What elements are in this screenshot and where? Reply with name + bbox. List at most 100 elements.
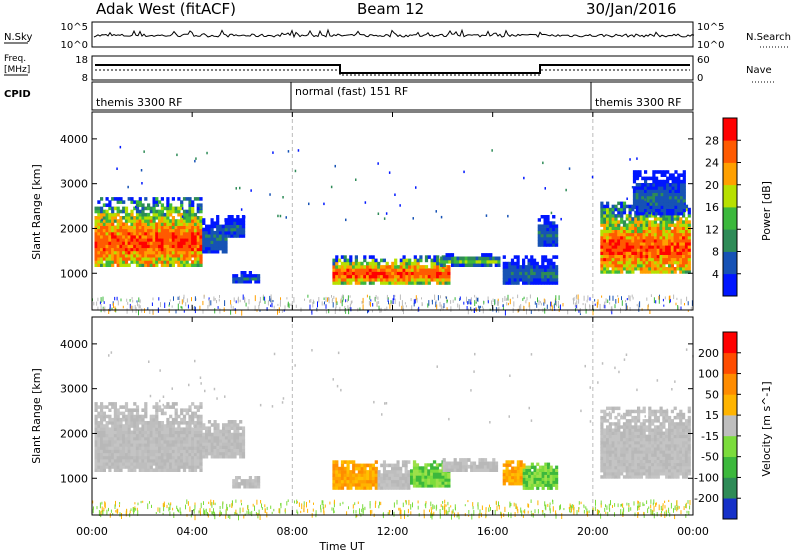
echo-cell [155,200,159,204]
echo-cell [122,235,126,239]
echo-cell [207,432,212,437]
echo-cell [158,468,162,472]
scatter-speckle [322,503,324,509]
scatter-speckle [230,309,232,315]
echo-cell [676,214,680,218]
echo-cell [676,226,680,230]
echo-cell [174,436,178,441]
echo-cell [138,430,142,435]
echo-cell [366,463,370,468]
echo-cell [665,248,669,252]
echo-cell [180,458,184,463]
scatter-speckle [652,502,654,506]
echo-cell [141,216,145,220]
echo-cell [102,458,106,463]
echo-cell [611,214,615,218]
echo-cell [191,402,195,406]
echo-cell [155,440,159,444]
scatter-speckle [429,509,430,513]
scatter-speckle [470,299,472,303]
echo-cell [349,281,353,285]
echo-cell [470,256,474,261]
echo-cell [100,433,104,438]
scatter-speckle [203,501,204,505]
scatter-speckle [98,510,100,516]
echo-cell [185,219,189,223]
echo-cell [668,217,672,221]
echo-cell [188,241,192,245]
echo-cell [522,480,526,484]
echo-cell [152,238,156,242]
echo-cell [682,251,686,255]
echo-cell [684,207,689,212]
echo-cell [600,220,604,224]
noise-left-label: N.Sky [4,32,32,43]
scatter-speckle [390,300,392,304]
echo-cell [676,267,680,271]
echo-cell [171,228,175,233]
echo-cell [637,229,641,234]
scatter-speckle [173,296,174,301]
echo-cell [94,468,98,472]
echo-cell [508,271,512,276]
scatter-speckle [362,304,364,311]
echo-cell [467,259,471,264]
echo-cell [537,240,541,244]
echo-cell [519,265,523,269]
echo-cell [456,464,460,469]
echo-cell [642,217,646,221]
echo-cell [108,402,112,406]
echo-cell [191,225,195,230]
echo-cell [169,231,173,236]
echo-cell [646,176,650,181]
echo-cell [617,251,621,255]
echo-cell [502,261,506,266]
echo-cell [102,430,106,435]
echo-cell [160,209,164,214]
echo-cell [122,200,126,204]
echo-cell [668,202,673,206]
echo-cell [340,470,345,474]
echo-cell [185,443,189,447]
echo-cell [631,220,635,224]
echo-cell [149,433,153,438]
echo-cell [676,263,680,268]
echo-cell [163,405,167,409]
echo-cell [349,486,353,490]
scatter-speckle [626,298,628,301]
scatter-speckle [496,300,498,306]
scatter-dot [308,202,310,206]
echo-cell [338,268,342,272]
echo-cell [251,277,255,281]
echo-cell [216,432,220,437]
scatter-speckle [538,299,540,306]
scatter-speckle [603,304,605,309]
scatter-speckle [428,300,430,306]
echo-cell [533,261,537,266]
echo-cell [100,458,104,463]
scatter-speckle [504,309,506,316]
echo-cell [111,452,115,457]
echo-cell [166,449,170,454]
echo-cell [505,278,509,282]
echo-cell [527,268,531,272]
echo-cell [169,449,173,454]
echo-cell [677,179,681,184]
echo-cell [116,238,120,242]
echo-cell [401,463,405,468]
scatter-speckle [457,512,459,517]
echo-cell [677,183,681,187]
echo-cell [396,268,401,272]
echo-cell [663,192,667,197]
echo-cell [138,222,142,226]
echo-cell [408,265,412,269]
echo-cell [637,214,641,218]
echo-cell [366,479,370,484]
echo-cell [366,268,370,272]
echo-cell [687,263,691,268]
echo-cell [180,203,184,207]
scatter-speckle [93,301,95,306]
echo-cell [97,257,101,261]
scatter-speckle [168,502,170,505]
echo-cell [133,222,137,226]
